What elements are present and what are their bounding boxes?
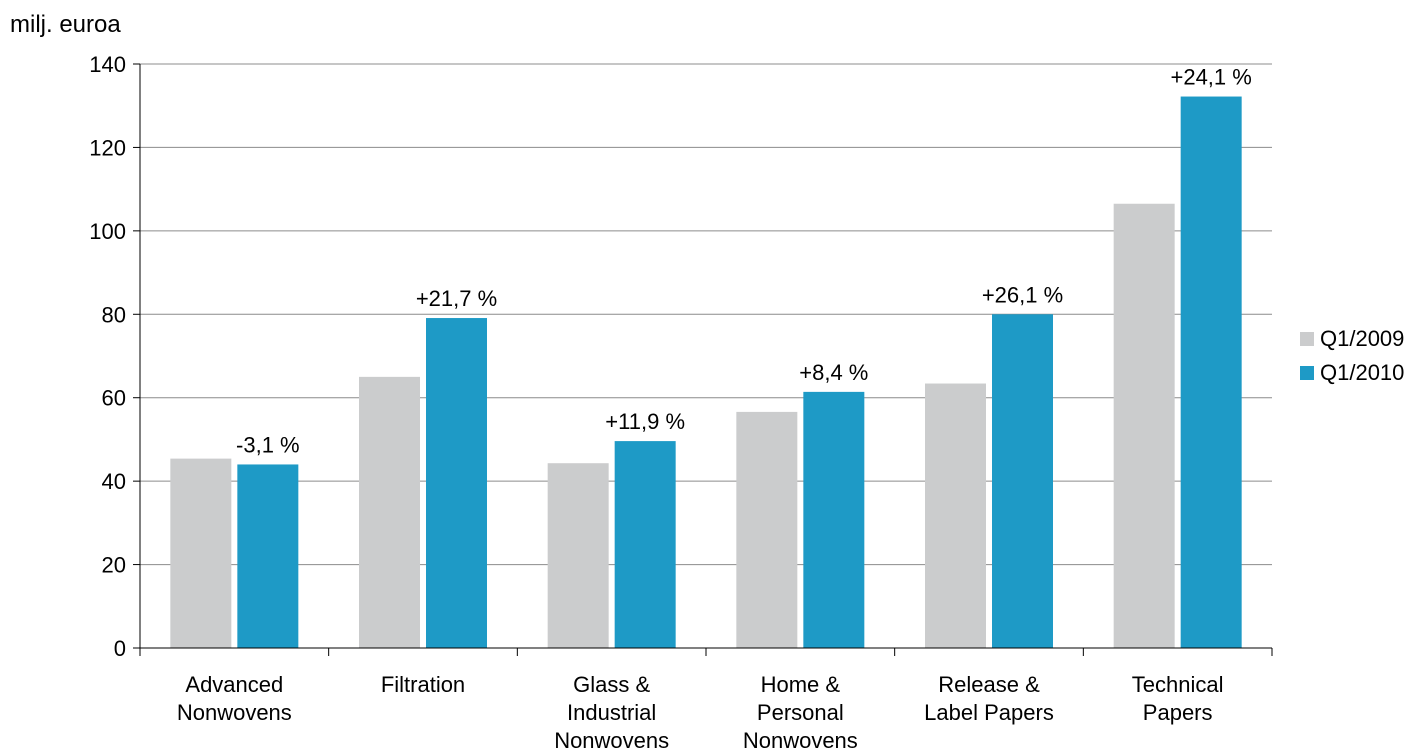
bar-annotations: -3,1 % +21,7 % +11,9 % +8,4 % +26,1 % +24,1 % (236, 65, 1252, 458)
bar-q1-2010 (992, 314, 1053, 648)
gridlines (140, 63, 1272, 566)
y-tick-label: 140 (89, 52, 126, 77)
category-label-line: Nonwovens (177, 700, 292, 725)
change-label: +21,7 % (416, 286, 497, 311)
y-tick-label: 40 (102, 469, 126, 494)
category-label-line: Industrial (567, 700, 656, 725)
bar-q1-2009 (1113, 203, 1175, 648)
bar-q1-2009 (170, 458, 232, 648)
change-label: +8,4 % (799, 360, 868, 385)
y-tick-label: 120 (89, 135, 126, 160)
y-tick-label: 80 (102, 302, 126, 327)
category-label-line: Technical (1132, 672, 1224, 697)
bar-q1-2009 (359, 376, 420, 648)
x-tick-labels: Advanced Nonwovens Filtration Glass & Indust… (177, 672, 1224, 753)
y-tick-label: 100 (89, 219, 126, 244)
bar-q1-2010 (803, 391, 865, 648)
category-label-line: Home & (761, 672, 841, 697)
y-tick-labels: 0 20 40 60 80 100 120 140 (89, 52, 126, 661)
category-label-line: Glass & (573, 672, 650, 697)
change-label: +11,9 % (605, 409, 685, 434)
y-tick-label: 20 (102, 553, 126, 578)
category-label-line: Advanced (185, 672, 283, 697)
change-label: +26,1 % (982, 282, 1063, 307)
category-label-line: Filtration (381, 672, 465, 697)
category-label-line: Personal (757, 700, 844, 725)
y-axis-label: milj. euroa (10, 11, 121, 38)
category-label-line: Nonwovens (743, 728, 858, 753)
y-tick-label: 0 (114, 636, 126, 661)
category-label: Glass & Industrial Nonwovens (554, 672, 669, 753)
category-label-line: Nonwovens (554, 728, 669, 753)
bars (170, 96, 1242, 649)
category-label-line: Papers (1143, 700, 1213, 725)
bar-q1-2009 (736, 411, 798, 648)
category-label-line: Label Papers (924, 700, 1054, 725)
bar-q1-2010 (237, 464, 299, 648)
category-label: Home & Personal Nonwovens (743, 672, 858, 753)
legend-label: Q1/2009 (1320, 326, 1404, 351)
bar-q1-2010 (614, 441, 676, 648)
axes (133, 63, 1273, 656)
category-label: Release & Label Papers (924, 672, 1054, 725)
legend-label: Q1/2010 (1320, 360, 1404, 385)
category-label: Technical Papers (1132, 672, 1224, 725)
legend: Q1/2009 Q1/2010 (1300, 326, 1404, 385)
legend-swatch (1300, 332, 1314, 346)
category-label: Advanced Nonwovens (177, 672, 292, 725)
change-label: +24,1 % (1170, 65, 1251, 90)
bar-q1-2009 (925, 383, 986, 648)
category-label-line: Release & (938, 672, 1040, 697)
y-tick-label: 60 (102, 386, 126, 411)
bar-q1-2009 (547, 463, 609, 648)
bar-q1-2010 (426, 318, 487, 648)
category-label: Filtration (381, 672, 465, 697)
bar-q1-2010 (1180, 96, 1242, 649)
legend-swatch (1300, 366, 1314, 380)
change-label: -3,1 % (236, 432, 300, 457)
